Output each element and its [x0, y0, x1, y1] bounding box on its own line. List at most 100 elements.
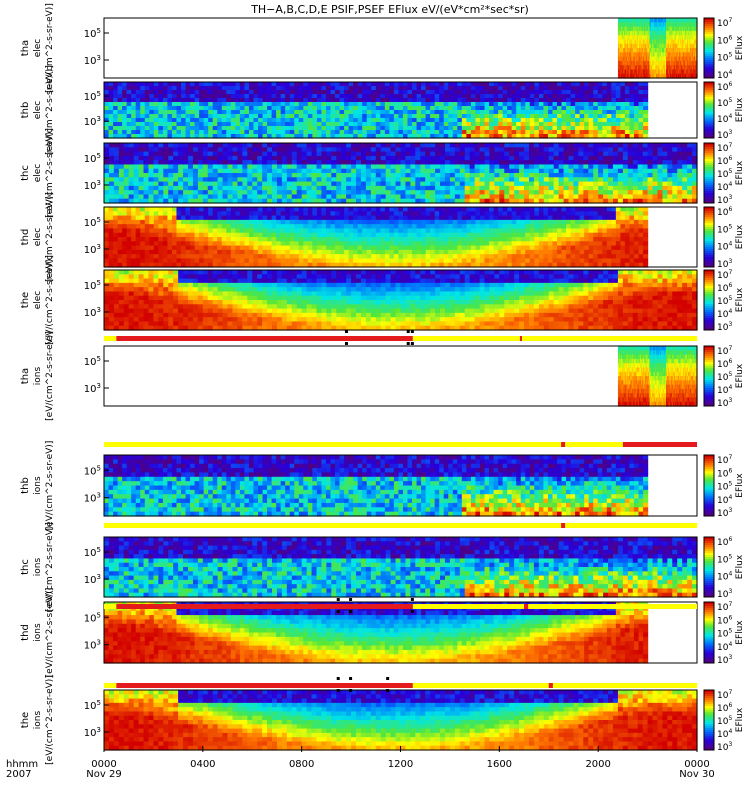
- heatmap-cell: [671, 43, 673, 49]
- heatmap-cell: [207, 155, 214, 161]
- heatmap-cell: [262, 177, 268, 183]
- heatmap-cell: [684, 56, 686, 62]
- heatmap-cell: [588, 185, 594, 191]
- heatmap-cell: [122, 122, 128, 127]
- heatmap-cell: [528, 177, 535, 183]
- heatmap-cell: [294, 98, 300, 103]
- heatmap-cell: [630, 73, 632, 79]
- heatmap-cell: [197, 198, 204, 204]
- heatmap-cell: [627, 52, 630, 58]
- heatmap-cell: [448, 102, 454, 107]
- heatmap-cell: [393, 90, 400, 95]
- heatmap-cell: [543, 164, 550, 170]
- heatmap-cell: [474, 155, 481, 161]
- heatmap-cell: [470, 94, 477, 99]
- heatmap-cell: [629, 52, 631, 58]
- heatmap-cell: [664, 56, 666, 62]
- heatmap-cell: [325, 118, 332, 123]
- heatmap-cell: [158, 198, 164, 204]
- heatmap-cell: [242, 155, 248, 161]
- heatmap-cell: [108, 98, 114, 103]
- heatmap-cell: [131, 122, 137, 127]
- heatmap-cell: [524, 198, 530, 204]
- heatmap-cell: [143, 185, 150, 191]
- heatmap-cell: [646, 73, 649, 79]
- heatmap-cell: [662, 48, 664, 53]
- heatmap-cell: [673, 48, 676, 53]
- heatmap-cell: [516, 118, 522, 123]
- heatmap-cell: [207, 198, 214, 204]
- heatmap-cell: [629, 65, 632, 71]
- heatmap-cell: [654, 26, 656, 32]
- heatmap-cell: [296, 173, 303, 178]
- heatmap-cell: [321, 98, 327, 103]
- heatmap-cell: [639, 18, 641, 23]
- heatmap-cell: [519, 160, 525, 166]
- heatmap-cell: [662, 43, 664, 49]
- heatmap-cell: [674, 65, 676, 71]
- heatmap-cell: [660, 26, 662, 32]
- heatmap-cell: [645, 22, 647, 28]
- heatmap-cell: [123, 177, 130, 183]
- heatmap-cell: [173, 190, 179, 196]
- heatmap-cell: [452, 110, 458, 115]
- heatmap-cell: [484, 114, 490, 119]
- heatmap-cell: [484, 94, 490, 99]
- heatmap-cell: [556, 118, 563, 123]
- heatmap-cell: [638, 18, 640, 23]
- heatmap-cell: [335, 122, 341, 127]
- heatmap-cell: [405, 147, 411, 153]
- heatmap-cell: [158, 86, 164, 91]
- heatmap-cell: [658, 56, 661, 62]
- heatmap-cell: [627, 26, 629, 32]
- probe-label: tha: [20, 40, 31, 56]
- heatmap-cell: [584, 122, 590, 127]
- heatmap-cell: [113, 190, 120, 196]
- heatmap-cell: [629, 102, 635, 107]
- heatmap-cell: [504, 173, 510, 178]
- heatmap-cell: [507, 90, 513, 95]
- heatmap-cell: [668, 18, 670, 23]
- heatmap-cell: [673, 65, 676, 71]
- heatmap-cell: [493, 130, 499, 135]
- heatmap-cell: [474, 185, 481, 191]
- heatmap-cell: [524, 194, 530, 200]
- heatmap-cell: [108, 82, 114, 87]
- heatmap-cell: [615, 98, 621, 103]
- heatmap-cell: [668, 52, 670, 58]
- heatmap-cell: [674, 22, 676, 28]
- heatmap-cell: [439, 86, 445, 91]
- heatmap-cell: [416, 126, 422, 131]
- heatmap-cell: [662, 22, 664, 28]
- heatmap-cell: [662, 30, 664, 36]
- heatmap-cell: [212, 126, 218, 131]
- heatmap-cell: [643, 126, 649, 131]
- heatmap-cell: [552, 82, 558, 87]
- heatmap-cell: [158, 160, 164, 166]
- heatmap-cell: [252, 155, 258, 161]
- heatmap-cell: [464, 177, 471, 183]
- heatmap-cell: [247, 160, 253, 166]
- heatmap-cell: [221, 86, 227, 91]
- heatmap-cell: [298, 90, 304, 95]
- heatmap-cell: [611, 122, 617, 127]
- heatmap-cell: [412, 130, 418, 135]
- heatmap-cell: [247, 173, 253, 178]
- heatmap-cell: [655, 52, 657, 58]
- heatmap-cell: [402, 82, 409, 87]
- heatmap-cell: [612, 194, 619, 200]
- heatmap-cell: [625, 52, 628, 58]
- heatmap-cell: [687, 52, 690, 58]
- heatmap-cell: [638, 69, 640, 75]
- heatmap-cell: [434, 98, 440, 103]
- colorbar-cell: [704, 98, 714, 102]
- heatmap-cell: [514, 177, 520, 183]
- heatmap-cell: [666, 30, 668, 36]
- heatmap-cell: [484, 155, 491, 161]
- heatmap-cell: [167, 134, 173, 139]
- heatmap-cell: [662, 35, 664, 41]
- heatmap-cell: [673, 35, 676, 41]
- colorbar-cell: [704, 108, 714, 111]
- heatmap-cell: [353, 118, 359, 123]
- heatmap-cell: [410, 155, 416, 161]
